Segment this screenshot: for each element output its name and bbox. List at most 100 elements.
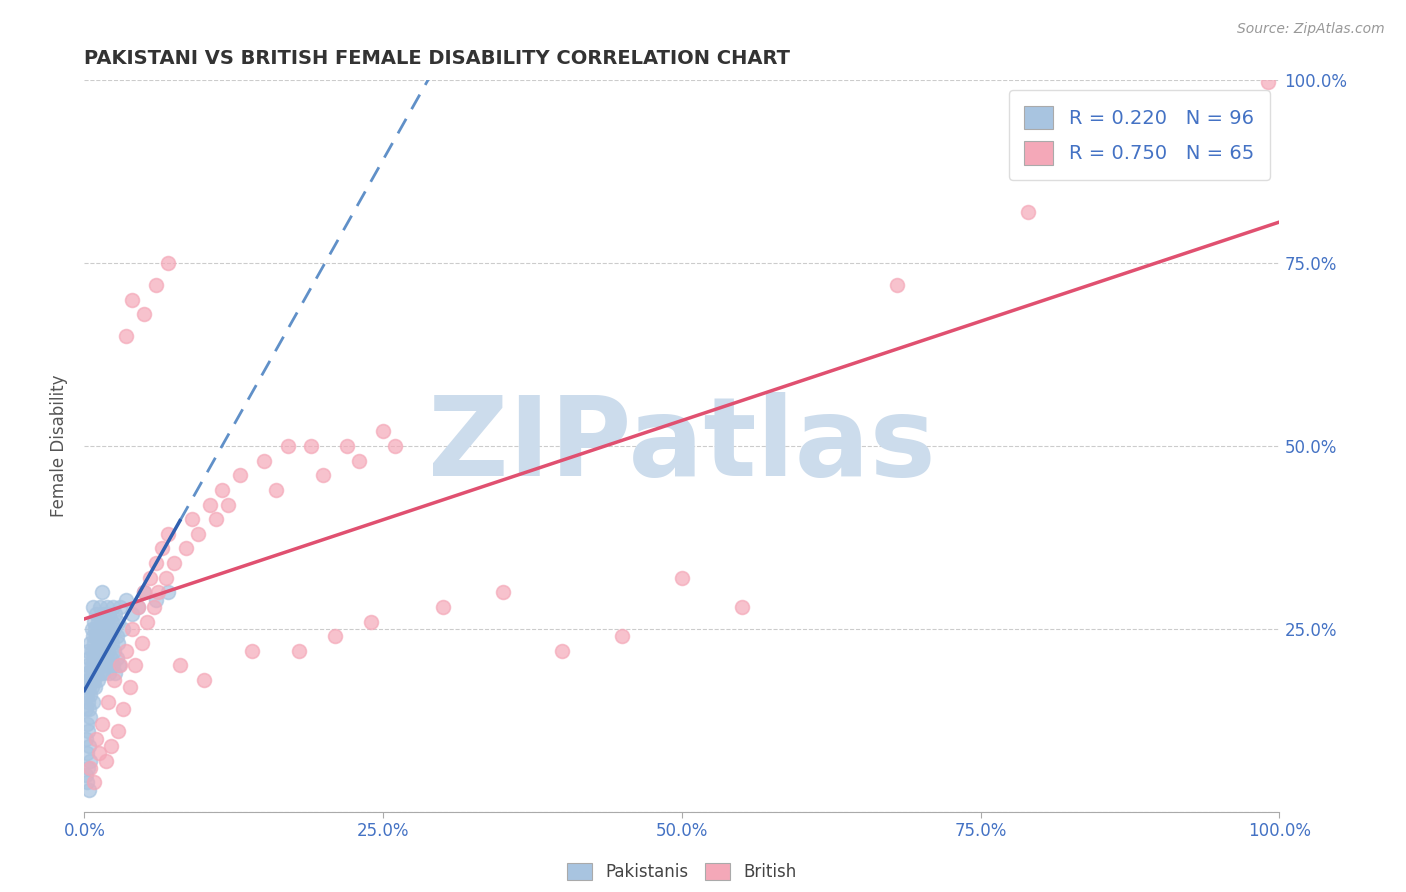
Point (886, 278, 908, 293)
Point (91, 658, 114, 673)
Point (83, 775, 105, 789)
Point (101, 599, 124, 614)
Point (82, 695, 104, 709)
Point (132, 585, 156, 599)
Point (228, 468, 252, 483)
Point (79, 636, 101, 650)
Point (110, 599, 132, 614)
Point (240, 644, 263, 658)
Point (312, 468, 335, 483)
Point (76, 688, 98, 702)
Point (132, 307, 156, 321)
Point (163, 556, 186, 570)
Text: ZIPatlas: ZIPatlas (427, 392, 936, 500)
Point (97, 695, 120, 709)
Point (83, 651, 105, 665)
Point (135, 615, 157, 629)
Point (90, 615, 112, 629)
Point (77, 739, 100, 753)
Point (94, 754, 117, 768)
Point (86, 636, 108, 650)
Point (83, 615, 105, 629)
Point (82, 599, 104, 614)
Point (75, 731, 97, 746)
Point (139, 571, 162, 585)
Point (169, 658, 191, 673)
Point (205, 512, 228, 526)
Point (731, 599, 754, 614)
Point (1257, 75, 1279, 89)
Point (132, 585, 156, 599)
Point (336, 439, 359, 453)
Point (89, 665, 111, 680)
Point (84, 658, 107, 673)
Point (79, 688, 101, 702)
Point (79, 754, 101, 768)
Point (301, 439, 323, 453)
Point (79, 673, 101, 687)
Point (193, 673, 215, 687)
Point (115, 592, 138, 607)
Point (83, 636, 105, 650)
Point (101, 615, 124, 629)
Point (80, 622, 103, 636)
Point (93, 665, 115, 680)
Point (384, 439, 406, 453)
Point (131, 636, 153, 650)
Point (349, 453, 371, 467)
Point (87, 746, 110, 760)
Point (84, 681, 107, 695)
Point (108, 658, 131, 673)
Point (76, 665, 98, 680)
Point (371, 425, 394, 439)
Point (77, 644, 100, 658)
Point (86, 665, 108, 680)
Point (110, 658, 132, 673)
Point (76, 717, 98, 731)
Point (157, 526, 180, 541)
Point (105, 629, 128, 643)
Point (77, 761, 100, 775)
Point (76, 746, 98, 760)
Point (77, 658, 100, 673)
Point (91, 585, 114, 599)
Point (111, 702, 134, 716)
Point (98, 665, 121, 680)
Point (360, 615, 382, 629)
Point (145, 556, 167, 570)
Point (1018, 205, 1040, 219)
Point (103, 644, 125, 658)
Point (187, 526, 209, 541)
Point (80, 681, 103, 695)
Point (75, 702, 97, 716)
Point (96, 599, 118, 614)
Point (80, 644, 103, 658)
Point (75, 681, 97, 695)
Point (121, 607, 143, 622)
Point (97, 644, 120, 658)
Point (323, 629, 347, 643)
Point (103, 673, 125, 687)
Point (93, 629, 115, 643)
Point (97, 622, 120, 636)
Point (84, 644, 107, 658)
Point (87, 644, 110, 658)
Point (100, 651, 122, 665)
Point (77, 702, 100, 716)
Point (82, 665, 104, 680)
Point (96, 658, 118, 673)
Point (76, 775, 98, 789)
Point (77, 673, 100, 687)
Point (127, 599, 149, 614)
Text: Source: ZipAtlas.com: Source: ZipAtlas.com (1237, 22, 1385, 37)
Point (89, 599, 111, 614)
Point (105, 651, 128, 665)
Point (253, 453, 276, 467)
Point (87, 658, 110, 673)
Point (492, 585, 515, 599)
Point (150, 541, 173, 556)
Point (115, 329, 138, 343)
Point (111, 622, 134, 636)
Point (79, 709, 101, 723)
Point (101, 636, 124, 650)
